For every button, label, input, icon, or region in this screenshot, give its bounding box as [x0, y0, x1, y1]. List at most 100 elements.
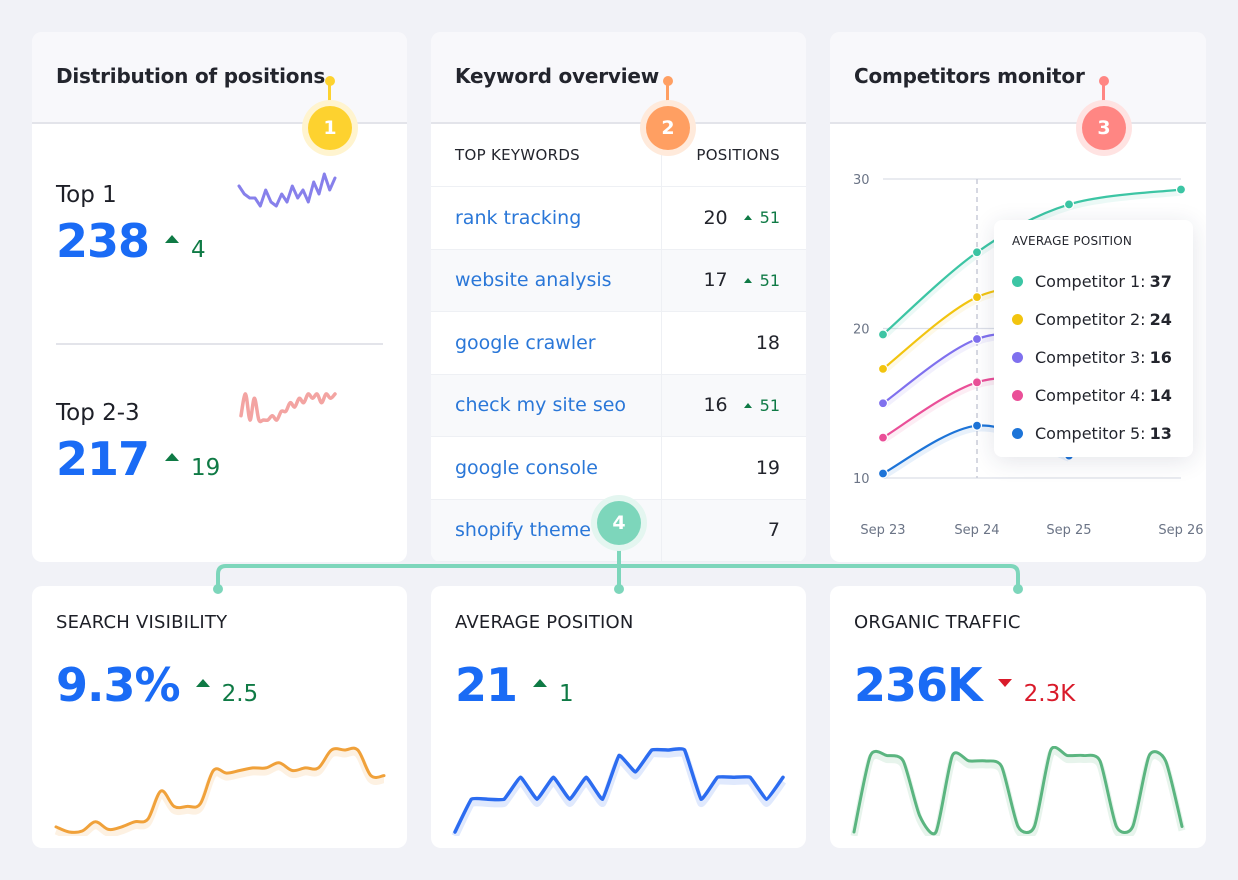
sparkline-path [453, 747, 785, 834]
keyword-link[interactable]: shopify theme [455, 519, 591, 542]
x-tick-label: Sep 23 [860, 523, 905, 538]
competitor-name: Competitor 2: [1035, 309, 1146, 329]
column-header-keywords[interactable]: TOP KEYWORDS [455, 146, 580, 164]
x-tick-label: Sep 26 [1158, 523, 1203, 538]
card-title: Keyword overview [431, 32, 806, 124]
data-point [877, 329, 889, 340]
competitor-name: Competitor 1: [1035, 271, 1146, 291]
y-tick-label: 20 [853, 323, 870, 338]
y-tick-label: 10 [853, 472, 870, 487]
metric-delta: 1 [559, 681, 574, 707]
trend-up-icon [743, 402, 752, 408]
tooltip-title: AVERAGE POSITION [1012, 234, 1133, 248]
divider [56, 343, 383, 345]
trend-up-icon [195, 679, 210, 687]
table-row: google console 19 [431, 437, 806, 500]
keyword-link[interactable]: rank tracking [455, 206, 582, 229]
keyword-overview-card: Keyword overview TOP KEYWORDS POSITIONS … [431, 32, 806, 562]
search-visibility-card: SEARCH VISIBILITY 9.3% 2.5 [32, 586, 407, 848]
y-tick-label: 30 [853, 173, 870, 188]
metric-delta: 19 [191, 455, 221, 481]
data-point [877, 468, 889, 479]
metric-value: 236K [854, 658, 983, 712]
legend-dot-icon [1012, 275, 1023, 287]
table-header: TOP KEYWORDS POSITIONS [431, 124, 806, 187]
position-delta: 51 [759, 270, 780, 290]
metric-value: 238 [56, 214, 150, 268]
data-point [877, 363, 889, 374]
tooltip-item: Competitor 3: 16 [1012, 338, 1175, 376]
top1-sparkline [237, 172, 337, 208]
data-point [1063, 199, 1075, 210]
data-point [971, 333, 983, 345]
tooltip-item: Competitor 4: 14 [1012, 376, 1175, 414]
trend-up-icon [533, 679, 548, 687]
trend-up-icon [743, 215, 752, 221]
tooltip-item: Competitor 2: 24 [1012, 300, 1175, 338]
metric-delta: 2.5 [221, 681, 259, 707]
keyword-link[interactable]: website analysis [455, 269, 612, 292]
step-badge-3: 3 [1082, 106, 1126, 150]
keyword-position: 18 [755, 331, 780, 354]
data-point [971, 247, 983, 258]
competitors-monitor-card: Competitors monitor 10 20 30 Sep 23 Sep 24 Se… [830, 32, 1206, 562]
trend-up-icon [165, 235, 180, 243]
tooltip-item: Competitor 1: 37 [1012, 262, 1175, 300]
metric-value: 21 [455, 658, 518, 712]
metric-delta: 4 [191, 237, 206, 263]
data-point [1175, 184, 1187, 195]
competitor-value: 16 [1149, 347, 1172, 367]
metric-label: Top 2-3 [56, 400, 140, 426]
competitor-name: Competitor 3: [1035, 347, 1146, 367]
pin-stem [666, 82, 669, 102]
sparkline-path [239, 392, 337, 424]
top1-metric: Top 1 238 4 [56, 182, 206, 268]
table-row: check my site seo 16 51 [431, 374, 806, 437]
table-row: rank tracking 20 51 [431, 187, 806, 250]
sparkline-path [237, 172, 337, 208]
top2-3-sparkline [239, 392, 337, 424]
metric-value: 9.3% [56, 658, 181, 712]
step-badge-2: 2 [646, 106, 690, 150]
step-badge-1: 1 [308, 106, 352, 150]
top2-3-metric: Top 2-3 217 19 [56, 400, 220, 486]
keyword-position: 17 [703, 269, 728, 292]
position-delta: 51 [759, 395, 780, 415]
card-title: SEARCH VISIBILITY [56, 612, 228, 633]
keyword-link[interactable]: google crawler [455, 331, 596, 354]
column-header-positions[interactable]: POSITIONS [696, 146, 780, 164]
competitor-value: 13 [1149, 423, 1172, 443]
card-title: Competitors monitor [830, 32, 1206, 124]
legend-dot-icon [1012, 351, 1023, 363]
organic-traffic-sparkline [850, 746, 1186, 836]
pin-stem [1102, 82, 1105, 102]
sparkline-path [852, 746, 1184, 836]
x-tick-label: Sep 25 [1046, 523, 1091, 538]
pin-dot [325, 76, 335, 86]
table-row: google crawler 18 [431, 312, 806, 375]
card-title: Distribution of positions [32, 32, 407, 124]
position-delta: 51 [759, 208, 780, 228]
competitor-name: Competitor 5: [1035, 423, 1146, 443]
step-badge-4: 4 [597, 501, 641, 545]
table-row: website analysis 17 51 [431, 249, 806, 312]
trend-down-icon [997, 679, 1012, 687]
data-point [877, 432, 889, 443]
competitor-name: Competitor 4: [1035, 385, 1146, 405]
keyword-position: 7 [767, 519, 780, 542]
data-point [971, 377, 983, 388]
keyword-position: 16 [703, 394, 728, 417]
data-point [877, 398, 889, 409]
metric-value: 217 [56, 432, 150, 486]
pin-dot [663, 76, 673, 86]
distribution-of-positions-card: Distribution of positions Top 1 238 4 To… [32, 32, 407, 562]
data-point [971, 420, 983, 431]
keyword-link[interactable]: google console [455, 456, 598, 479]
keyword-link[interactable]: check my site seo [455, 394, 627, 417]
x-tick-label: Sep 24 [954, 523, 999, 538]
competitor-value: 37 [1149, 271, 1172, 291]
trend-up-icon [743, 277, 752, 283]
card-title: AVERAGE POSITION [455, 612, 634, 633]
sparkline-path [54, 746, 386, 834]
